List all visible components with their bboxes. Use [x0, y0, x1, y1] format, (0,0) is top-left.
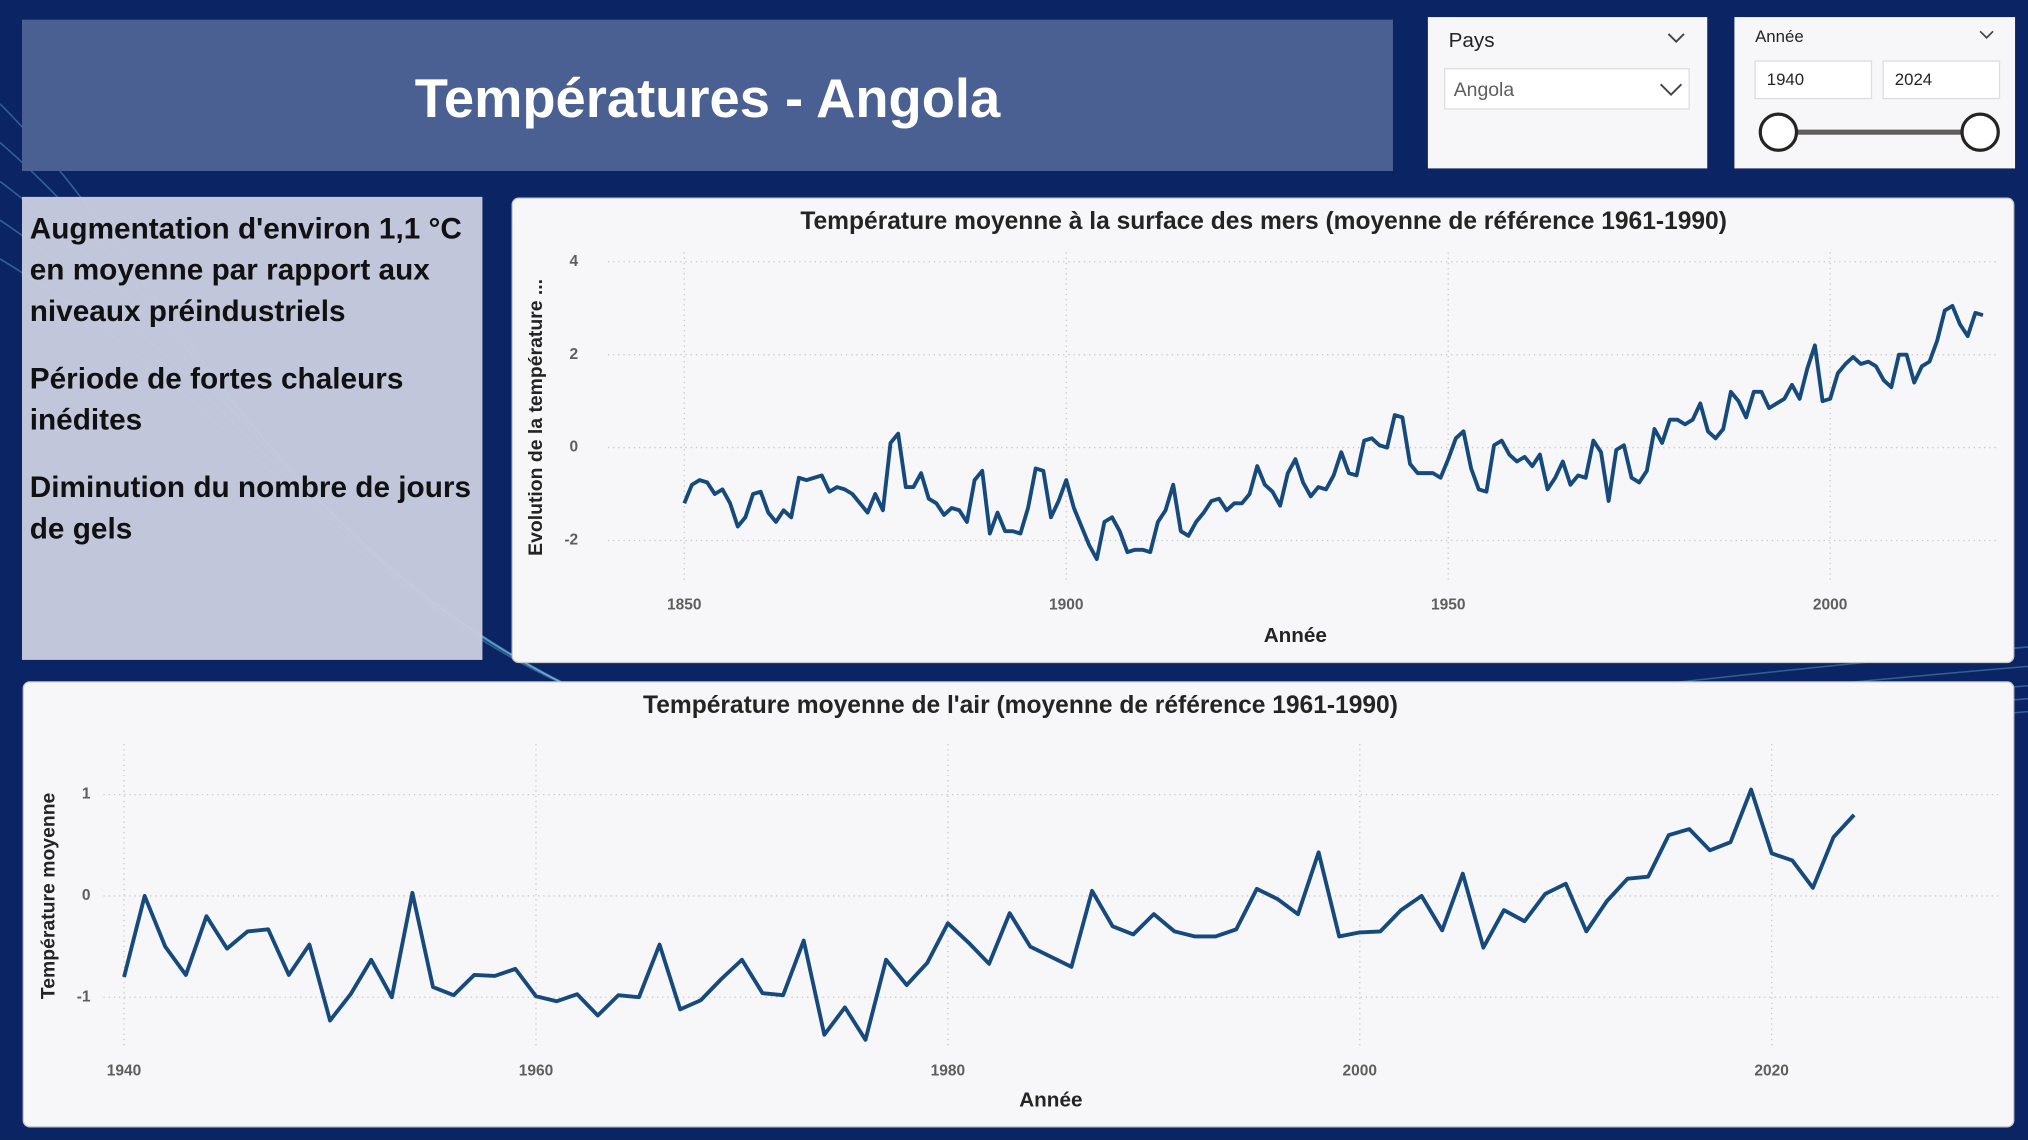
note: Augmentation d'environ 1,1 °C en moyenne… — [29, 211, 462, 328]
x-tick-label: 1940 — [107, 1062, 142, 1079]
x-tick-label: 2000 — [1343, 1062, 1378, 1079]
y-tick-label: -1 — [77, 988, 91, 1005]
page-title: Températures - Angola — [415, 68, 1001, 129]
year-from: 1940 — [1767, 70, 1804, 89]
x-tick-label: 1900 — [1049, 597, 1084, 614]
chart-panel — [22, 681, 2015, 1128]
y-tick-label: -2 — [564, 532, 578, 549]
chart-title: Température moyenne à la surface des mer… — [800, 208, 1727, 235]
chevron[interactable] — [1659, 83, 1683, 97]
y-tick-label: 2 — [569, 346, 578, 363]
chevron[interactable] — [1979, 30, 1994, 39]
slider-handle[interactable] — [1758, 112, 1799, 152]
filter-label: Année — [1755, 27, 1804, 46]
x-axis-title: Année — [1264, 624, 1327, 647]
chart-panel — [511, 197, 2015, 664]
year-to: 2024 — [1895, 70, 1932, 89]
notes-box: Augmentation d'environ 1,1 °C en moyenne… — [22, 197, 482, 549]
y-tick-label: 1 — [82, 786, 91, 803]
y-axis-title: Evolution de la température ... — [525, 279, 547, 556]
y-axis-title: Température moyenne — [37, 792, 59, 999]
x-tick-label: 1960 — [519, 1062, 554, 1079]
x-axis-title: Année — [1019, 1088, 1082, 1111]
dropdown-value: Angola — [1454, 79, 1515, 101]
x-tick-label: 2000 — [1813, 597, 1848, 614]
data-line — [122, 787, 1856, 1042]
country-dropdown[interactable] — [1444, 68, 1690, 110]
x-tick-label: 1950 — [1431, 597, 1466, 614]
x-tick-label: 1850 — [667, 597, 702, 614]
year-from-input[interactable] — [1754, 60, 1873, 100]
y-tick-label: 4 — [569, 253, 578, 270]
x-tick-label: 2020 — [1754, 1062, 1789, 1079]
title-panel — [21, 19, 1393, 171]
notes-panel — [21, 196, 483, 660]
x-tick-label: 1980 — [931, 1062, 966, 1079]
chart-title: Température moyenne de l'air (moyenne de… — [643, 692, 1398, 719]
chevron[interactable] — [1667, 33, 1685, 44]
filter-label: Pays — [1449, 29, 1495, 52]
y-tick-label: 0 — [82, 887, 91, 904]
note: Période de fortes chaleurs inédites — [29, 361, 404, 437]
y-tick-label: 0 — [569, 439, 578, 456]
notes: Augmentation d'environ 1,1 °C en moyenne… — [22, 197, 482, 549]
slider-handle[interactable] — [1960, 112, 2000, 152]
year-to-input[interactable] — [1882, 60, 2001, 100]
data-line — [682, 303, 1984, 561]
note: Diminution du nombre de jours de gels — [29, 469, 472, 545]
